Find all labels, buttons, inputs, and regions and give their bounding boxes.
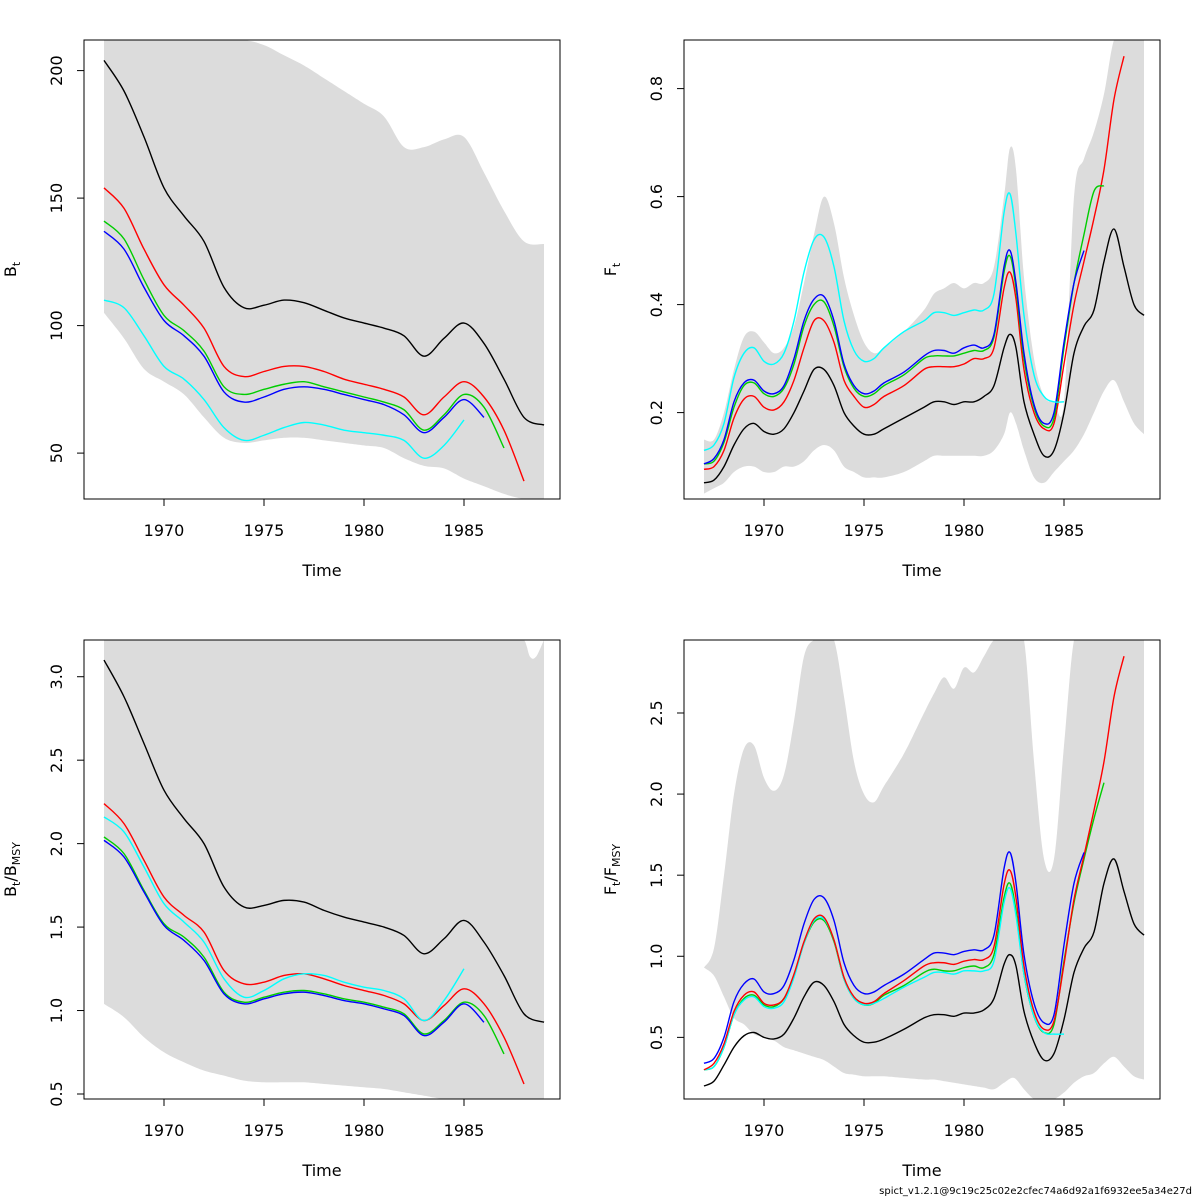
- y-tick-label: 0.2: [647, 400, 666, 425]
- x-tick-label: 1980: [344, 1121, 385, 1140]
- x-axis-label: Time: [301, 1161, 341, 1180]
- panel-3: 1970 1975 1980 1985 0.5 1.0 1.5 2.0 2.5 3.0 Time Bt…: [1, 639, 561, 1180]
- y-tick-label: 0.6: [647, 184, 666, 209]
- y-axis-label: Bt/BMSY: [1, 842, 23, 897]
- y-tick-label: 1.5: [47, 914, 66, 939]
- y-axis-label: Bt: [1, 261, 23, 277]
- series-line-red: [103, 803, 525, 1085]
- series-line-blue: [103, 230, 485, 434]
- y-tick-label: 200: [47, 55, 66, 86]
- y-tick-label: 2.0: [47, 831, 66, 856]
- plot-frame: [83, 39, 561, 500]
- plot-frame: [683, 39, 1161, 500]
- y-tick-label: 50: [47, 443, 66, 463]
- confidence-band: [104, 40, 544, 499]
- y-tick-label: 1.0: [47, 998, 66, 1023]
- y-tick-label: 0.5: [647, 1025, 666, 1050]
- x-tick-label: 1970: [144, 521, 185, 540]
- x-tick-label: 1975: [844, 1121, 885, 1140]
- series-line-black: [703, 858, 1145, 1087]
- panel-4: 1970 1975 1980 1985 0.5 1.0 1.5 2.0 2.5 Time Ft/FM…: [601, 639, 1161, 1180]
- confidence-band: [704, 640, 1144, 1099]
- plot-frame: [683, 639, 1161, 1100]
- x-tick-label: 1985: [444, 1121, 485, 1140]
- x-tick-label: 1975: [244, 1121, 285, 1140]
- series-line-black: [103, 659, 545, 1023]
- series-line-cyan: [703, 886, 1065, 1071]
- y-tick-label: 0.8: [647, 76, 666, 101]
- series-line-green: [103, 836, 505, 1055]
- version-footer: spict_v1.2.1@9c19c25c02e2cfec74a6d92a1f6…: [879, 1186, 1192, 1197]
- x-tick-label: 1975: [844, 521, 885, 540]
- series-line-black: [703, 228, 1145, 484]
- y-tick-label: 0.5: [47, 1081, 66, 1106]
- y-axis-label: Ft/FMSY: [601, 844, 623, 896]
- x-tick-label: 1985: [444, 521, 485, 540]
- series-line-blue: [703, 851, 1085, 1064]
- series-line-red: [703, 656, 1125, 1071]
- x-tick-label: 1975: [244, 521, 285, 540]
- x-tick-label: 1980: [944, 521, 985, 540]
- confidence-band: [104, 640, 544, 1099]
- series-line-green: [103, 220, 505, 449]
- y-tick-label: 3.0: [47, 664, 66, 689]
- y-tick-label: 150: [47, 183, 66, 214]
- y-tick-label: 2.5: [647, 700, 666, 725]
- x-tick-label: 1980: [944, 1121, 985, 1140]
- x-tick-label: 1985: [1044, 1121, 1085, 1140]
- series-line-blue: [103, 839, 485, 1037]
- x-tick-label: 1985: [1044, 521, 1085, 540]
- y-tick-label: 1.0: [647, 944, 666, 969]
- x-tick-label: 1970: [744, 521, 785, 540]
- x-axis-label: Time: [901, 1161, 941, 1180]
- y-tick-label: 2.0: [647, 781, 666, 806]
- x-tick-label: 1970: [744, 1121, 785, 1140]
- x-axis-label: Time: [301, 561, 341, 580]
- x-tick-label: 1970: [144, 1121, 185, 1140]
- panel-1: 1970 1975 1980 1985 50 100 150 200 Time Bt: [1, 39, 561, 580]
- y-tick-label: 2.5: [47, 747, 66, 772]
- y-tick-label: 1.5: [647, 862, 666, 887]
- panel-2: 1970 1975 1980 1985 0.2 0.4 0.6 0.8 Time Ft: [601, 39, 1161, 580]
- series-line-green: [703, 185, 1105, 465]
- x-tick-label: 1980: [344, 521, 385, 540]
- x-axis-label: Time: [901, 561, 941, 580]
- y-axis-label: Ft: [601, 262, 623, 276]
- series-line-cyan: [103, 299, 465, 459]
- series-line-red: [103, 187, 525, 482]
- y-tick-label: 100: [47, 310, 66, 341]
- series-line-cyan: [703, 192, 1065, 452]
- series-line-cyan: [103, 816, 465, 1022]
- plot-frame: [83, 639, 561, 1100]
- y-tick-label: 0.4: [647, 292, 666, 317]
- series-line-blue: [703, 249, 1085, 465]
- confidence-band: [704, 40, 1144, 494]
- series-line-red: [703, 56, 1125, 470]
- series-line-black: [103, 60, 545, 426]
